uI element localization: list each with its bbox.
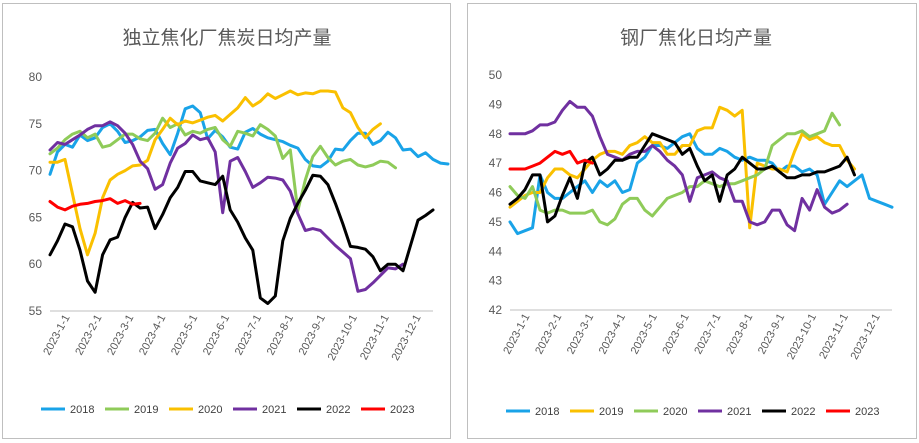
x-tick-label: 2023-1-1 [501, 312, 532, 357]
x-tick-label: 2023-2-1 [73, 313, 104, 358]
legend-label: 2020 [663, 406, 687, 418]
chart-title: 钢厂焦化日均产量 [620, 27, 772, 49]
series-line-2019 [48, 116, 397, 213]
legend-label: 2021 [727, 406, 751, 418]
x-tick-label: 2023-10-1 [785, 312, 819, 362]
x-tick-label: 2023-11-1 [817, 312, 851, 361]
y-tick-label: 45 [489, 215, 503, 229]
y-tick-label: 70 [29, 164, 43, 178]
legend-item-2020: 2020 [169, 404, 222, 416]
y-tick-label: 80 [29, 70, 43, 84]
legend-item-2018: 2018 [41, 404, 94, 416]
left-chart: 独立焦化厂焦炭日均产量 55 60 65 70 75 80 2023-1-1 2023-2-1… [29, 27, 450, 416]
x-tick-label: 2023-9-1 [297, 313, 328, 358]
legend-label: 2019 [599, 406, 623, 418]
x-tick-label: 2023-1-1 [41, 313, 72, 358]
y-tick-label: 50 [489, 68, 503, 82]
legend-label: 2022 [326, 404, 350, 416]
series-line-2023 [508, 149, 594, 171]
legend-label: 2020 [198, 404, 222, 416]
series-line-2023 [48, 197, 142, 212]
x-tick-label: 2023-9-1 [756, 312, 787, 357]
x-tick-label: 2023-2-1 [533, 312, 564, 357]
legend-item-2023: 2023 [826, 406, 879, 418]
legend-item-2021: 2021 [233, 404, 286, 416]
x-tick-label: 2023-8-1 [265, 313, 296, 358]
x-tick-label: 2023-4-1 [597, 312, 628, 357]
x-tick-label: 2023-6-1 [201, 313, 232, 358]
legend-label: 2021 [262, 404, 286, 416]
legend-item-2020: 2020 [634, 406, 687, 418]
y-tick-label: 43 [489, 274, 503, 288]
x-tick-label: 2023-3-1 [565, 312, 596, 357]
x-tick-label: 2023-5-1 [629, 312, 660, 357]
legend-item-2022: 2022 [762, 406, 815, 418]
series-line-2020 [48, 89, 382, 257]
y-tick-label: 49 [489, 97, 503, 111]
series-line-2022 [508, 132, 856, 224]
legend-item-2018: 2018 [506, 406, 559, 418]
x-tick-label: 2023-11-1 [358, 313, 392, 362]
legend-label: 2023 [855, 406, 879, 418]
y-tick-label: 44 [489, 244, 503, 258]
legend-item-2023: 2023 [361, 404, 414, 416]
x-tick-label: 2023-3-1 [105, 313, 136, 358]
x-tick-label: 2023-12-1 [849, 312, 883, 362]
y-tick-label: 55 [29, 304, 43, 318]
y-tick-label: 46 [489, 186, 503, 200]
right-chart-panel: 钢厂焦化日均产量 42 43 44 45 46 47 48 49 50 2023-1-1 2023-… [467, 3, 917, 439]
y-tick-label: 47 [489, 156, 503, 170]
x-tick-label: 2023-4-1 [137, 313, 168, 358]
x-tick-label: 2023-12-1 [390, 313, 424, 363]
series-line-2020 [508, 111, 842, 227]
series-line-2022 [48, 170, 435, 305]
x-tick-label: 2023-7-1 [233, 313, 264, 358]
x-tick-label: 2023-10-1 [326, 313, 360, 363]
series-line-2018 [48, 104, 450, 176]
left-chart-panel: 独立焦化厂焦炭日均产量 55 60 65 70 75 80 2023-1-1 2023-2-1… [2, 3, 451, 439]
legend-item-2019: 2019 [105, 404, 158, 416]
legend-label: 2018 [535, 406, 559, 418]
x-tick-label: 2023-5-1 [169, 313, 200, 358]
legend-label: 2018 [70, 404, 94, 416]
legend-item-2021: 2021 [698, 406, 751, 418]
x-tick-label: 2023-8-1 [724, 312, 755, 357]
legend-item-2019: 2019 [570, 406, 623, 418]
y-tick-label: 65 [29, 210, 43, 224]
legend-item-2022: 2022 [297, 404, 350, 416]
legend-label: 2023 [390, 404, 414, 416]
y-tick-label: 60 [29, 257, 43, 271]
legend-label: 2019 [134, 404, 158, 416]
legend-label: 2022 [791, 406, 815, 418]
y-tick-label: 48 [489, 127, 503, 141]
x-tick-label: 2023-7-1 [692, 312, 723, 357]
series-line-2021 [508, 99, 849, 233]
series-line-2019 [508, 105, 856, 230]
y-tick-label: 75 [29, 117, 43, 131]
y-tick-label: 42 [489, 303, 503, 317]
x-tick-label: 2023-6-1 [660, 312, 691, 357]
chart-title: 独立焦化厂焦炭日均产量 [122, 27, 331, 49]
